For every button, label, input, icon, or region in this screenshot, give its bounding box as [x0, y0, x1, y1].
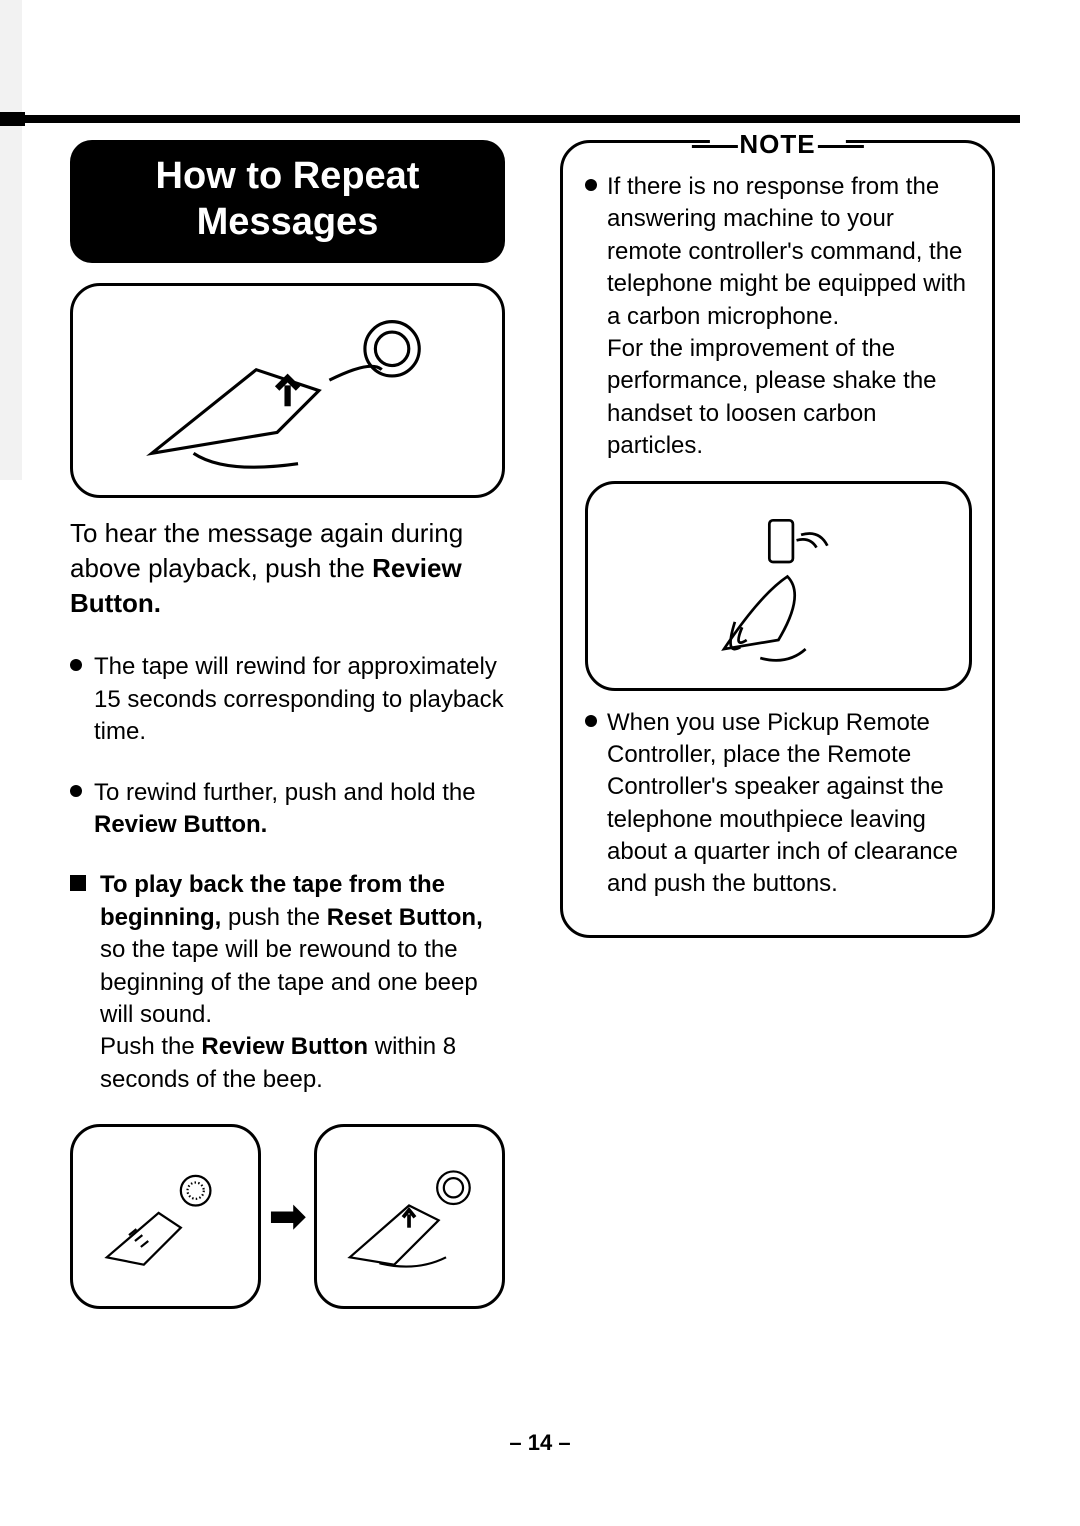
- note-label: NOTE: [709, 127, 845, 162]
- section-title: How to Repeat Messages: [70, 140, 505, 263]
- left-column: How to Repeat Messages To hear the messa…: [70, 140, 505, 1309]
- handset-remote-sketch-icon: [116, 307, 459, 474]
- bullet-playback-beginning: To play back the tape from the beginning…: [70, 869, 505, 1096]
- note-box: NOTE If there is no response from the an…: [560, 140, 995, 938]
- remote-press-sketch-icon: [92, 1145, 240, 1288]
- note-item-carbon-mic: If there is no response from the answeri…: [585, 171, 972, 463]
- arrow-right-icon: ➡: [267, 1191, 308, 1242]
- scan-artifact: [0, 0, 22, 480]
- page-number: – 14 –: [509, 1430, 570, 1456]
- note-item-pickup-remote: When you use Pickup Remote Controller, p…: [585, 707, 972, 901]
- horizontal-rule: [20, 115, 1020, 123]
- bullet-further-prefix: To rewind further, push and hold the: [94, 779, 476, 806]
- illustration-review-step: [314, 1124, 505, 1309]
- right-column: NOTE If there is no response from the an…: [560, 140, 995, 1309]
- bullet-playback-line2-pre: Push the: [100, 1033, 201, 1060]
- page-content: How to Repeat Messages To hear the messa…: [70, 140, 995, 1309]
- note-bullet-list-2: When you use Pickup Remote Controller, p…: [585, 707, 972, 901]
- note-bullet-list: If there is no response from the answeri…: [585, 171, 972, 463]
- bullet-rewind: The tape will rewind for approximately 1…: [70, 651, 505, 748]
- remote-to-handset-sketch-icon: [335, 1145, 483, 1288]
- bullet-playback-mid1: push the: [221, 904, 326, 931]
- illustration-remote-to-handset: [70, 283, 505, 498]
- bullet-playback-bold2: Reset Button,: [327, 904, 483, 931]
- illustration-reset-step: [70, 1124, 261, 1309]
- bullet-playback-line2-bold: Review Button: [201, 1033, 368, 1060]
- illustration-shake-handset: [585, 481, 972, 691]
- bullet-playback-mid2: so the tape will be rewound to the begin…: [100, 936, 478, 1028]
- note-item1-p1: If there is no response from the answeri…: [607, 173, 966, 330]
- illustration-row: ➡: [70, 1124, 505, 1309]
- bullet-further-bold: Review Button.: [94, 811, 267, 838]
- note-item1-p2: For the improvement of the performance, …: [607, 335, 937, 459]
- bullet-rewind-further: To rewind further, push and hold the Rev…: [70, 777, 505, 842]
- shake-handset-sketch-icon: [626, 504, 931, 667]
- intro-text: To hear the message again during above p…: [70, 516, 505, 621]
- left-bullet-list: The tape will rewind for approximately 1…: [70, 651, 505, 1096]
